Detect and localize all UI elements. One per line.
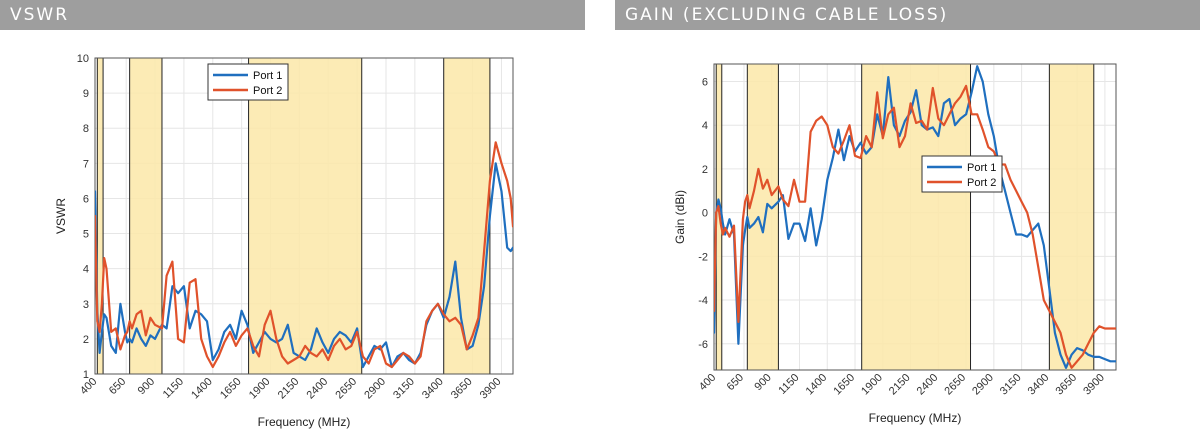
gain-ytick-label: 0 (702, 208, 708, 220)
gain-xtick-label: 3650 (1053, 372, 1079, 398)
gain-xtick-label: 2150 (887, 372, 913, 398)
vswr-ytick-label: 7 (83, 158, 89, 170)
gain-series-port-1 (714, 65, 1116, 369)
gain-xtick-label: 1650 (831, 372, 857, 398)
gain-series-port-2 (714, 84, 1116, 369)
vswr-xtick-label: 900 (136, 376, 157, 397)
gain-legend-label-1: Port 1 (967, 162, 996, 174)
vswr-ytick-label: 2 (83, 334, 89, 346)
gain-ytick-label: 6 (702, 76, 708, 88)
vswr-legend-label-2: Port 2 (253, 85, 282, 97)
vswr-header: VSWR (0, 0, 585, 30)
vswr-band-3 (443, 57, 491, 375)
gain-legend-label-2: Port 2 (967, 177, 996, 189)
gain-ytick-label: 4 (702, 120, 708, 132)
vswr-series-group (95, 141, 513, 369)
gain-xtick-label: 1400 (804, 372, 830, 398)
vswr-ytick-label: 4 (83, 264, 89, 276)
vswr-series-port-1 (95, 162, 513, 369)
gain-ytick-label: -4 (698, 295, 708, 307)
vswr-ytick-label: 8 (83, 123, 89, 135)
vswr-band-2 (248, 57, 363, 375)
gain-xtick-label: 900 (752, 372, 773, 393)
vswr-xtick-label: 2900 (362, 376, 388, 402)
gain-xtick-label: 2650 (942, 372, 968, 398)
gain-ytick-label: -6 (698, 339, 708, 351)
vswr-xtick-label: 3150 (391, 376, 417, 402)
gain-xtick-label: 3900 (1081, 372, 1107, 398)
vswr-xtick-label: 400 (78, 376, 99, 397)
vswr-series-port-2 (95, 141, 513, 369)
vswr-xtick-label: 1150 (161, 376, 186, 401)
gain-axes-box (713, 63, 1117, 371)
vswr-xtick-label: 2400 (305, 376, 331, 402)
vswr-ylabel: VSWR (54, 198, 68, 234)
vswr-ytick-label: 9 (83, 88, 89, 100)
vswr-legend-label-1: Port 1 (253, 70, 282, 82)
gain-ytick-label: -2 (698, 251, 708, 263)
gain-ytick-label: 2 (702, 164, 708, 176)
vswr-ytick-label: 3 (83, 299, 89, 311)
gain-ylabel: Gain (dBi) (673, 190, 687, 244)
gain-xtick-label: 2400 (915, 372, 941, 398)
gain-xtick-label: 1150 (776, 372, 801, 397)
vswr-xtick-label: 2650 (333, 376, 359, 402)
vswr-chart: 1 2 3 4 5 6 7 8 9 10 400 650 900 1150 1400 1650 1900 2150… (54, 53, 514, 429)
vswr-xtick-label: 1650 (218, 376, 244, 402)
gain-xtick-label: 2900 (970, 372, 996, 398)
vswr-ytick-label: 1 (83, 369, 89, 381)
vswr-xtick-label: 3900 (478, 376, 504, 402)
vswr-xtick-label: 3650 (449, 376, 475, 402)
gain-band-2 (861, 63, 972, 371)
vswr-xtick-label: 2150 (276, 376, 302, 402)
gain-xtick-label: 400 (697, 372, 718, 393)
gain-header: GAIN (EXCLUDING CABLE LOSS) (615, 0, 1200, 30)
gain-xtick-label: 650 (725, 372, 746, 393)
gain-xtick-label: 3150 (998, 372, 1024, 398)
vswr-ytick-label: 6 (83, 193, 89, 205)
gain-band-3 (1048, 63, 1095, 371)
vswr-xtick-label: 1900 (247, 376, 273, 402)
vswr-xtick-label: 650 (107, 376, 128, 397)
gain-series-group (714, 65, 1116, 369)
gain-band-1 (746, 63, 779, 371)
vswr-xtick-label: 3400 (420, 376, 446, 402)
gain-xlabel: Frequency (MHz) (869, 411, 962, 425)
vswr-ytick-label: 5 (83, 229, 89, 241)
vswr-legend (207, 63, 289, 101)
gain-xtick-label: 3400 (1026, 372, 1052, 398)
vswr-xlabel: Frequency (MHz) (258, 415, 351, 429)
vswr-ytick-label: 10 (77, 53, 89, 65)
gain-xtick-label: 1900 (859, 372, 885, 398)
vswr-xtick-label: 1400 (189, 376, 215, 402)
gain-legend (921, 155, 1003, 193)
